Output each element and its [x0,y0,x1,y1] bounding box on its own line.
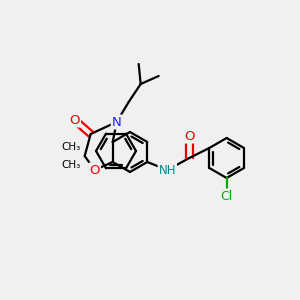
Text: CH₃: CH₃ [61,160,81,170]
Text: O: O [184,130,195,142]
Text: CH₃: CH₃ [61,142,81,152]
Text: NH: NH [159,164,176,176]
Text: O: O [69,113,80,127]
Text: Cl: Cl [220,190,233,202]
Text: O: O [89,164,100,176]
Text: N: N [112,116,122,128]
